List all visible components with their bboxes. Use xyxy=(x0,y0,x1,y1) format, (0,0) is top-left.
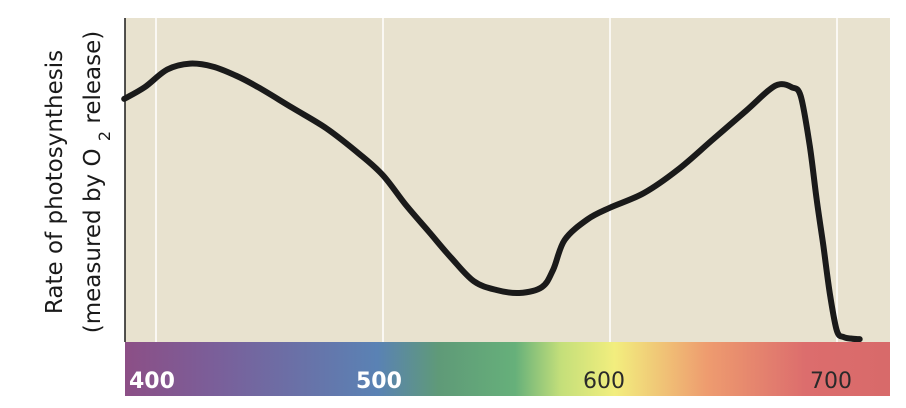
y-axis-label-suffix: release) xyxy=(80,31,106,124)
y-axis-label-subscript: 2 xyxy=(95,131,114,141)
plot-background xyxy=(125,18,890,342)
y-axis-label-prefix: (measured by O xyxy=(80,148,106,333)
series-line xyxy=(121,60,863,343)
x-tick-label-500: 500 xyxy=(356,369,402,394)
wavelength-spectrum-bar xyxy=(125,342,890,396)
x-tick-label-700: 700 xyxy=(810,369,852,394)
x-tick-labels: 400 500 600 700 xyxy=(129,369,852,394)
grid-lines xyxy=(155,18,838,342)
y-axis-label-line1: Rate of photosynthesis xyxy=(42,50,68,314)
x-tick-label-400: 400 xyxy=(129,369,175,394)
x-tick-label-600: 600 xyxy=(583,369,625,394)
y-axis-label-line2: (measured by O 2 release) xyxy=(80,31,114,333)
